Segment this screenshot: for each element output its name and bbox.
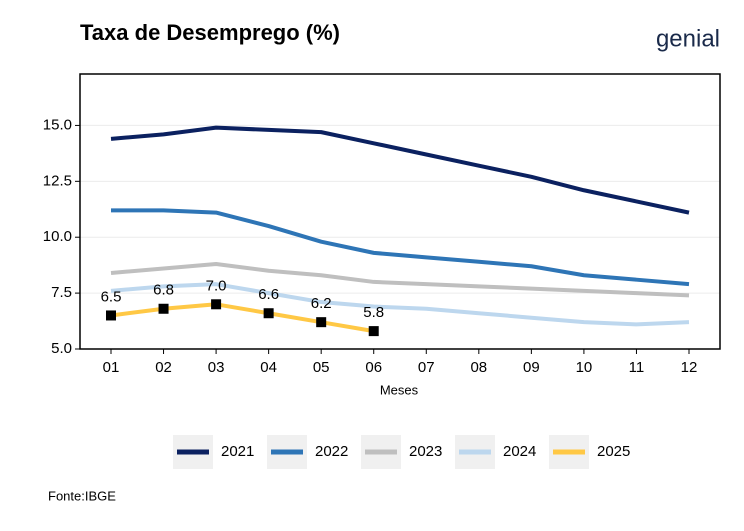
point-marker (316, 317, 327, 328)
x-tick-label: 04 (260, 359, 277, 376)
x-tick-label: 10 (576, 359, 593, 376)
x-tick-label: 07 (418, 359, 435, 376)
logo: genial (656, 25, 720, 52)
point-marker (106, 310, 116, 321)
data-label: 6.8 (153, 282, 174, 299)
x-tick-label: 03 (208, 359, 225, 376)
data-label: 5.8 (363, 304, 384, 321)
point-marker (158, 303, 169, 314)
legend-label: 2023 (409, 443, 442, 460)
x-tick-label: 01 (103, 359, 120, 376)
data-label: 6.6 (258, 286, 279, 303)
point-marker (211, 299, 222, 310)
x-tick-label: 08 (470, 359, 487, 376)
legend-label: 2022 (315, 443, 348, 460)
series-line (110, 302, 375, 334)
y-tick-label: 5.0 (51, 340, 72, 357)
series-line (110, 282, 690, 327)
series-line (110, 262, 690, 298)
x-tick-label: 05 (313, 359, 330, 376)
point-marker (368, 326, 379, 337)
x-tick-label: 09 (523, 359, 540, 376)
legend-label: 2021 (221, 443, 254, 460)
data-label: 7.0 (206, 277, 227, 294)
series-line (110, 125, 690, 215)
y-tick-label: 7.5 (51, 284, 72, 301)
legend-label: 2025 (597, 443, 630, 460)
x-tick-label: 11 (629, 359, 645, 376)
source: Fonte:IBGE (48, 488, 116, 503)
data-label: 6.5 (101, 288, 122, 305)
chart-title: Taxa de Desemprego (%) (80, 20, 340, 45)
data-label: 6.2 (311, 295, 332, 312)
x-tick-label: 06 (365, 359, 382, 376)
plot-frame (79, 73, 721, 350)
point-marker (263, 308, 274, 319)
y-tick-label: 10.0 (43, 228, 72, 245)
x-tick-label: 02 (155, 359, 172, 376)
legend-label: 2024 (503, 443, 536, 460)
x-tick-label: 12 (681, 359, 698, 376)
x-axis-title: Meses (380, 382, 419, 397)
y-tick-label: 12.5 (43, 172, 72, 189)
y-tick-label: 15.0 (43, 116, 72, 133)
series-line (111, 208, 690, 287)
